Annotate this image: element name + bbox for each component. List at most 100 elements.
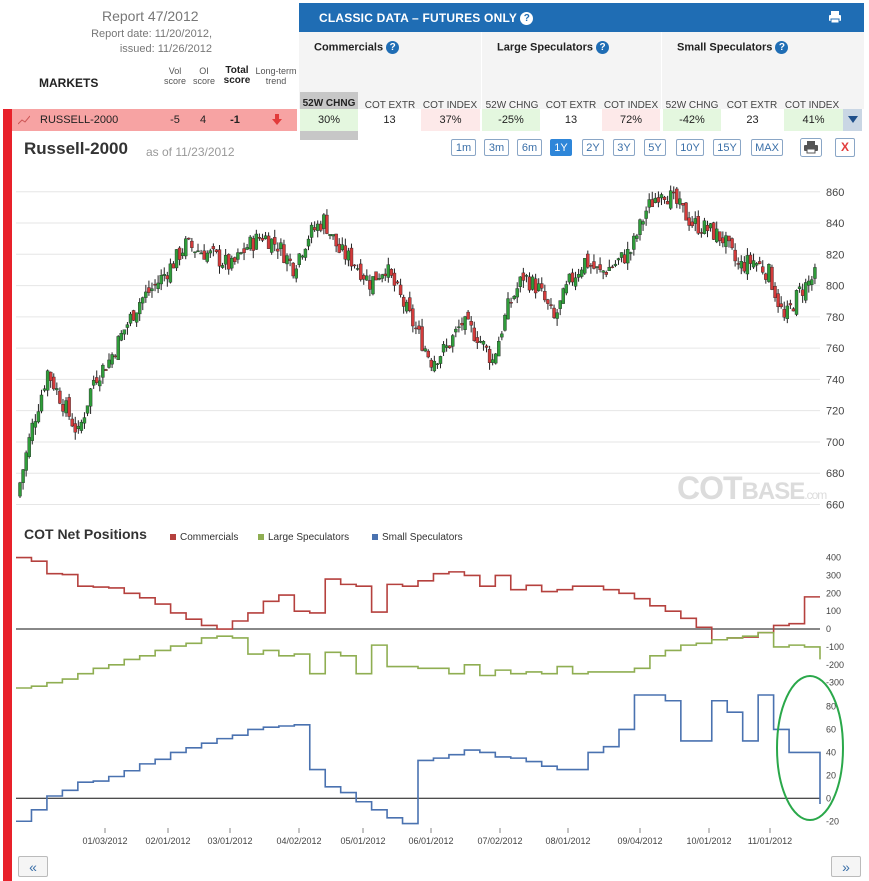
candle-body [346, 250, 351, 261]
legend-swatch [258, 534, 264, 541]
candle-body [337, 243, 341, 253]
large-spec-cot-extr-header[interactable]: COT EXTR [545, 100, 597, 111]
candle-body [702, 220, 707, 234]
candle-body [555, 312, 559, 319]
lower-y-tick-label: 20 [826, 770, 836, 780]
candle-body [644, 210, 648, 219]
market-chart-icon[interactable] [17, 109, 31, 131]
candle-body [530, 276, 535, 290]
candle-body [721, 237, 725, 244]
candle-body [159, 275, 163, 285]
row-expand-chevron-down-icon[interactable] [843, 109, 862, 131]
candle-body [515, 288, 519, 298]
print-icon[interactable] [828, 10, 842, 24]
chart-as-of: as of 11/23/2012 [146, 145, 235, 159]
range-button-15y[interactable]: 15Y [713, 139, 741, 156]
candle-body [598, 264, 602, 270]
legend-label: Small Speculators [382, 532, 463, 543]
range-button-max[interactable]: MAX [751, 139, 783, 156]
candle-body [647, 199, 651, 208]
candle-body [638, 219, 642, 235]
y-tick-label: 720 [826, 406, 844, 418]
candle-body [187, 237, 191, 240]
candle-body [174, 249, 179, 269]
group-large-speculators: Large Speculators ? 52W CHNG COT EXTR CO… [482, 32, 661, 111]
candle-body [622, 254, 627, 264]
candle-body [751, 260, 756, 268]
candle-body [512, 296, 516, 299]
group-title: Large Speculators ? [497, 41, 610, 54]
market-row[interactable]: RUSSELL-2000 -5 4 -1 30% 13 37% -25% 13 … [9, 109, 862, 131]
y-tick-label: 680 [826, 468, 844, 480]
candle-body [21, 469, 25, 483]
large-spec-cot-index-header[interactable]: COT INDEX [603, 100, 659, 111]
candle-body [770, 266, 774, 290]
candle-body [733, 249, 737, 262]
candle-body [116, 336, 120, 360]
market-name[interactable]: RUSSELL-2000 [40, 114, 119, 126]
small-spec-cot-index-header[interactable]: COT INDEX [784, 100, 840, 111]
candle-body [678, 198, 682, 205]
candle-body [33, 421, 38, 428]
candle-body [153, 283, 157, 286]
candle-body [122, 329, 127, 335]
candle-body [764, 273, 768, 280]
help-icon[interactable]: ? [596, 41, 610, 54]
legend-commercials[interactable]: Commercials [170, 532, 238, 543]
candle-body [371, 276, 375, 295]
range-button-10y[interactable]: 10Y [676, 139, 704, 156]
legend-label: Large Speculators [268, 532, 350, 543]
long-term-trend-header[interactable]: Long-term trend [255, 66, 297, 86]
candle-body [518, 276, 522, 287]
legend-large-speculators[interactable]: Large Speculators [258, 532, 349, 543]
help-icon[interactable]: ? [386, 41, 400, 54]
range-button-1m[interactable]: 1m [451, 139, 476, 156]
report-issued: issued: 11/26/2012 [119, 43, 212, 55]
range-button-1y[interactable]: 1Y [550, 139, 572, 156]
commercials-cot-extr-header[interactable]: COT EXTR [364, 100, 416, 111]
commercials-cot-index-header[interactable]: COT INDEX [422, 100, 478, 111]
candle-body [245, 247, 249, 250]
candle-body [546, 299, 550, 304]
help-icon[interactable]: ? [520, 12, 534, 26]
range-button-5y[interactable]: 5Y [644, 139, 666, 156]
range-button-3y[interactable]: 3Y [613, 139, 635, 156]
vol-score-header[interactable]: Vol score [163, 66, 186, 86]
cot-chart[interactable]: 4003002001000-100-200-300806040200-2001/… [12, 545, 855, 850]
candle-body [101, 364, 105, 378]
range-button-6m[interactable]: 6m [517, 139, 542, 156]
candle-body [607, 266, 611, 271]
close-chart-button[interactable]: X [835, 138, 855, 157]
candle-body [537, 283, 541, 291]
print-chart-icon[interactable] [800, 138, 822, 157]
candle-body [217, 249, 222, 267]
candle-body [230, 257, 234, 269]
candle-body [254, 233, 259, 250]
large-spec-52w-chng-header[interactable]: 52W CHNG [485, 100, 539, 111]
small-spec-cot-extr-header[interactable]: COT EXTR [726, 100, 778, 111]
oi-score-header[interactable]: OI score [192, 66, 215, 86]
range-button-3m[interactable]: 3m [484, 139, 509, 156]
next-page-button[interactable]: » [831, 856, 861, 877]
price-chart[interactable]: 660 680 700 720 740 760 780 800 820 840 860 [12, 165, 855, 525]
candle-body [58, 390, 62, 404]
x-tick-label: 02/01/2012 [145, 836, 190, 846]
lower-y-tick-label: 40 [826, 747, 836, 757]
candle-body [214, 249, 219, 252]
selection-indicator-bar [3, 109, 12, 881]
candle-body [490, 359, 495, 363]
candle-body [662, 196, 667, 201]
candle-body [417, 325, 421, 330]
candle-body [626, 249, 630, 264]
range-button-2y[interactable]: 2Y [582, 139, 604, 156]
candle-body [104, 369, 108, 371]
legend-label: Commercials [180, 532, 239, 543]
help-icon[interactable]: ? [775, 41, 789, 54]
total-score-header[interactable]: Total score [223, 65, 251, 86]
candle-body [27, 437, 31, 457]
small-spec-52w-chng-header[interactable]: 52W CHNG [665, 100, 719, 111]
candle-body [610, 266, 615, 268]
upper-y-tick-label: 400 [826, 553, 841, 563]
legend-small-speculators[interactable]: Small Speculators [372, 532, 463, 543]
prev-page-button[interactable]: « [18, 856, 48, 877]
